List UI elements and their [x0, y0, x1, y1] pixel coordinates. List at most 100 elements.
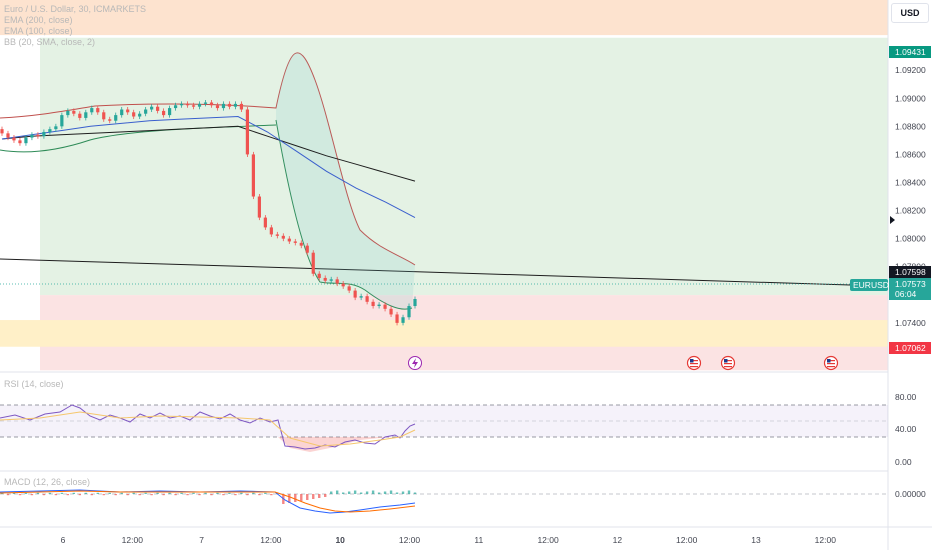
macd-bar [222, 494, 225, 496]
candle-body [389, 308, 393, 315]
candle-body [209, 102, 214, 106]
candle-body [48, 129, 52, 132]
candle-body [251, 154, 255, 197]
candle-body [299, 242, 303, 246]
ema100-legend[interactable]: EMA (100, close) [4, 26, 73, 36]
candle-body [132, 112, 136, 117]
macd-bar [192, 492, 195, 494]
countdown-text: 06:04 [895, 289, 917, 299]
candle-body [263, 217, 267, 228]
lightning-event-icon[interactable] [408, 356, 422, 370]
candle-body [197, 103, 202, 107]
rsi-line [0, 404, 416, 450]
candle-body [6, 133, 10, 138]
trendline[interactable] [0, 258, 851, 286]
candle-body [233, 103, 238, 107]
candle-body [245, 109, 250, 155]
candle-body [203, 102, 208, 104]
macd-bar [228, 492, 231, 494]
candle-body [377, 304, 381, 307]
candle-body [221, 103, 226, 109]
macd-bar [270, 494, 273, 496]
macd-bar [144, 492, 147, 494]
candle-body [287, 238, 291, 242]
macd-histogram [0, 490, 417, 504]
us-flag-event-icon[interactable] [823, 355, 839, 371]
candle-body [323, 277, 327, 281]
macd-bar [96, 492, 99, 494]
close-price-text: 1.07598 [895, 267, 926, 277]
demand-zone[interactable] [0, 320, 888, 347]
price-tick: 1.09200 [895, 65, 926, 75]
ema-200-line [1, 125, 416, 182]
macd-bar [341, 492, 345, 494]
macd-bar [288, 494, 291, 503]
current-price-text: 1.07573 [895, 279, 926, 289]
candle-body [347, 286, 351, 291]
us-flag-event-icon[interactable] [720, 355, 736, 371]
macd-bar [180, 492, 183, 494]
macd-bar [377, 492, 381, 494]
macd-bar [353, 490, 357, 494]
macd-bar [401, 491, 405, 494]
macd-bar [312, 494, 315, 499]
candle-body [341, 283, 345, 287]
scroll-arrow-icon[interactable] [890, 216, 895, 224]
macd-bar [204, 492, 207, 494]
macd-bar [335, 490, 339, 494]
macd-bar [42, 494, 46, 496]
macd-bar [54, 494, 58, 496]
sl-price-badge [889, 342, 931, 354]
candle-body [18, 140, 22, 144]
candle-body [191, 105, 196, 107]
macd-bar [108, 492, 111, 494]
supply-zone[interactable] [0, 0, 888, 36]
time-tick: 12:00 [815, 535, 837, 545]
candle-body [413, 299, 417, 307]
ema200-legend[interactable]: EMA (200, close) [4, 15, 73, 25]
macd-bar [324, 494, 327, 497]
macd-bar [371, 490, 375, 494]
macd-bar [359, 492, 363, 494]
candles [0, 99, 417, 326]
macd-bar [246, 494, 249, 496]
candle-body [30, 134, 34, 138]
macd-bar [84, 492, 87, 494]
time-axis[interactable]: 6 12:00 7 12:00 10 12:00 11 12:00 12 12:00 13 12:00 [61, 535, 837, 545]
candle-body [227, 103, 232, 107]
macd-bar [174, 494, 177, 496]
macd-bar [395, 492, 399, 494]
candle-body [365, 296, 369, 302]
currency-button[interactable]: USD [891, 3, 929, 23]
price-tick: 1.07400 [895, 318, 926, 328]
candle-body [78, 113, 82, 118]
time-tick: 12:00 [676, 535, 698, 545]
macd-legend[interactable]: MACD (12, 26, close) [4, 477, 91, 487]
macd-bar [347, 491, 351, 494]
candle-body [90, 108, 94, 113]
price-axis[interactable]: 1.096001.092001.090001.088001.086001.084… [895, 9, 926, 356]
rsi-legend[interactable]: RSI (14, close) [4, 379, 64, 389]
macd-bar [383, 491, 387, 494]
tp-price-badge [889, 46, 931, 58]
macd-bar [78, 494, 82, 496]
candle-body [281, 235, 285, 239]
candle-body [60, 115, 64, 127]
price-tick: 1.08000 [895, 234, 926, 244]
macd-bar [413, 492, 417, 494]
bb-legend[interactable]: BB (20, SMA, close, 2) [4, 37, 96, 47]
macd-bar [12, 492, 16, 494]
time-tick: 12:00 [537, 535, 559, 545]
macd-bar [156, 492, 159, 494]
candle-body [305, 245, 309, 253]
macd-bar [198, 494, 201, 496]
macd-bar [72, 492, 76, 494]
candle-body [54, 126, 58, 130]
us-flag-event-icon[interactable] [686, 355, 702, 371]
macd-bar [330, 491, 333, 494]
candle-body [383, 304, 387, 309]
take-profit-zone[interactable] [40, 37, 888, 296]
rsi-tick: 0.00 [895, 457, 912, 467]
candle-body [114, 115, 118, 121]
